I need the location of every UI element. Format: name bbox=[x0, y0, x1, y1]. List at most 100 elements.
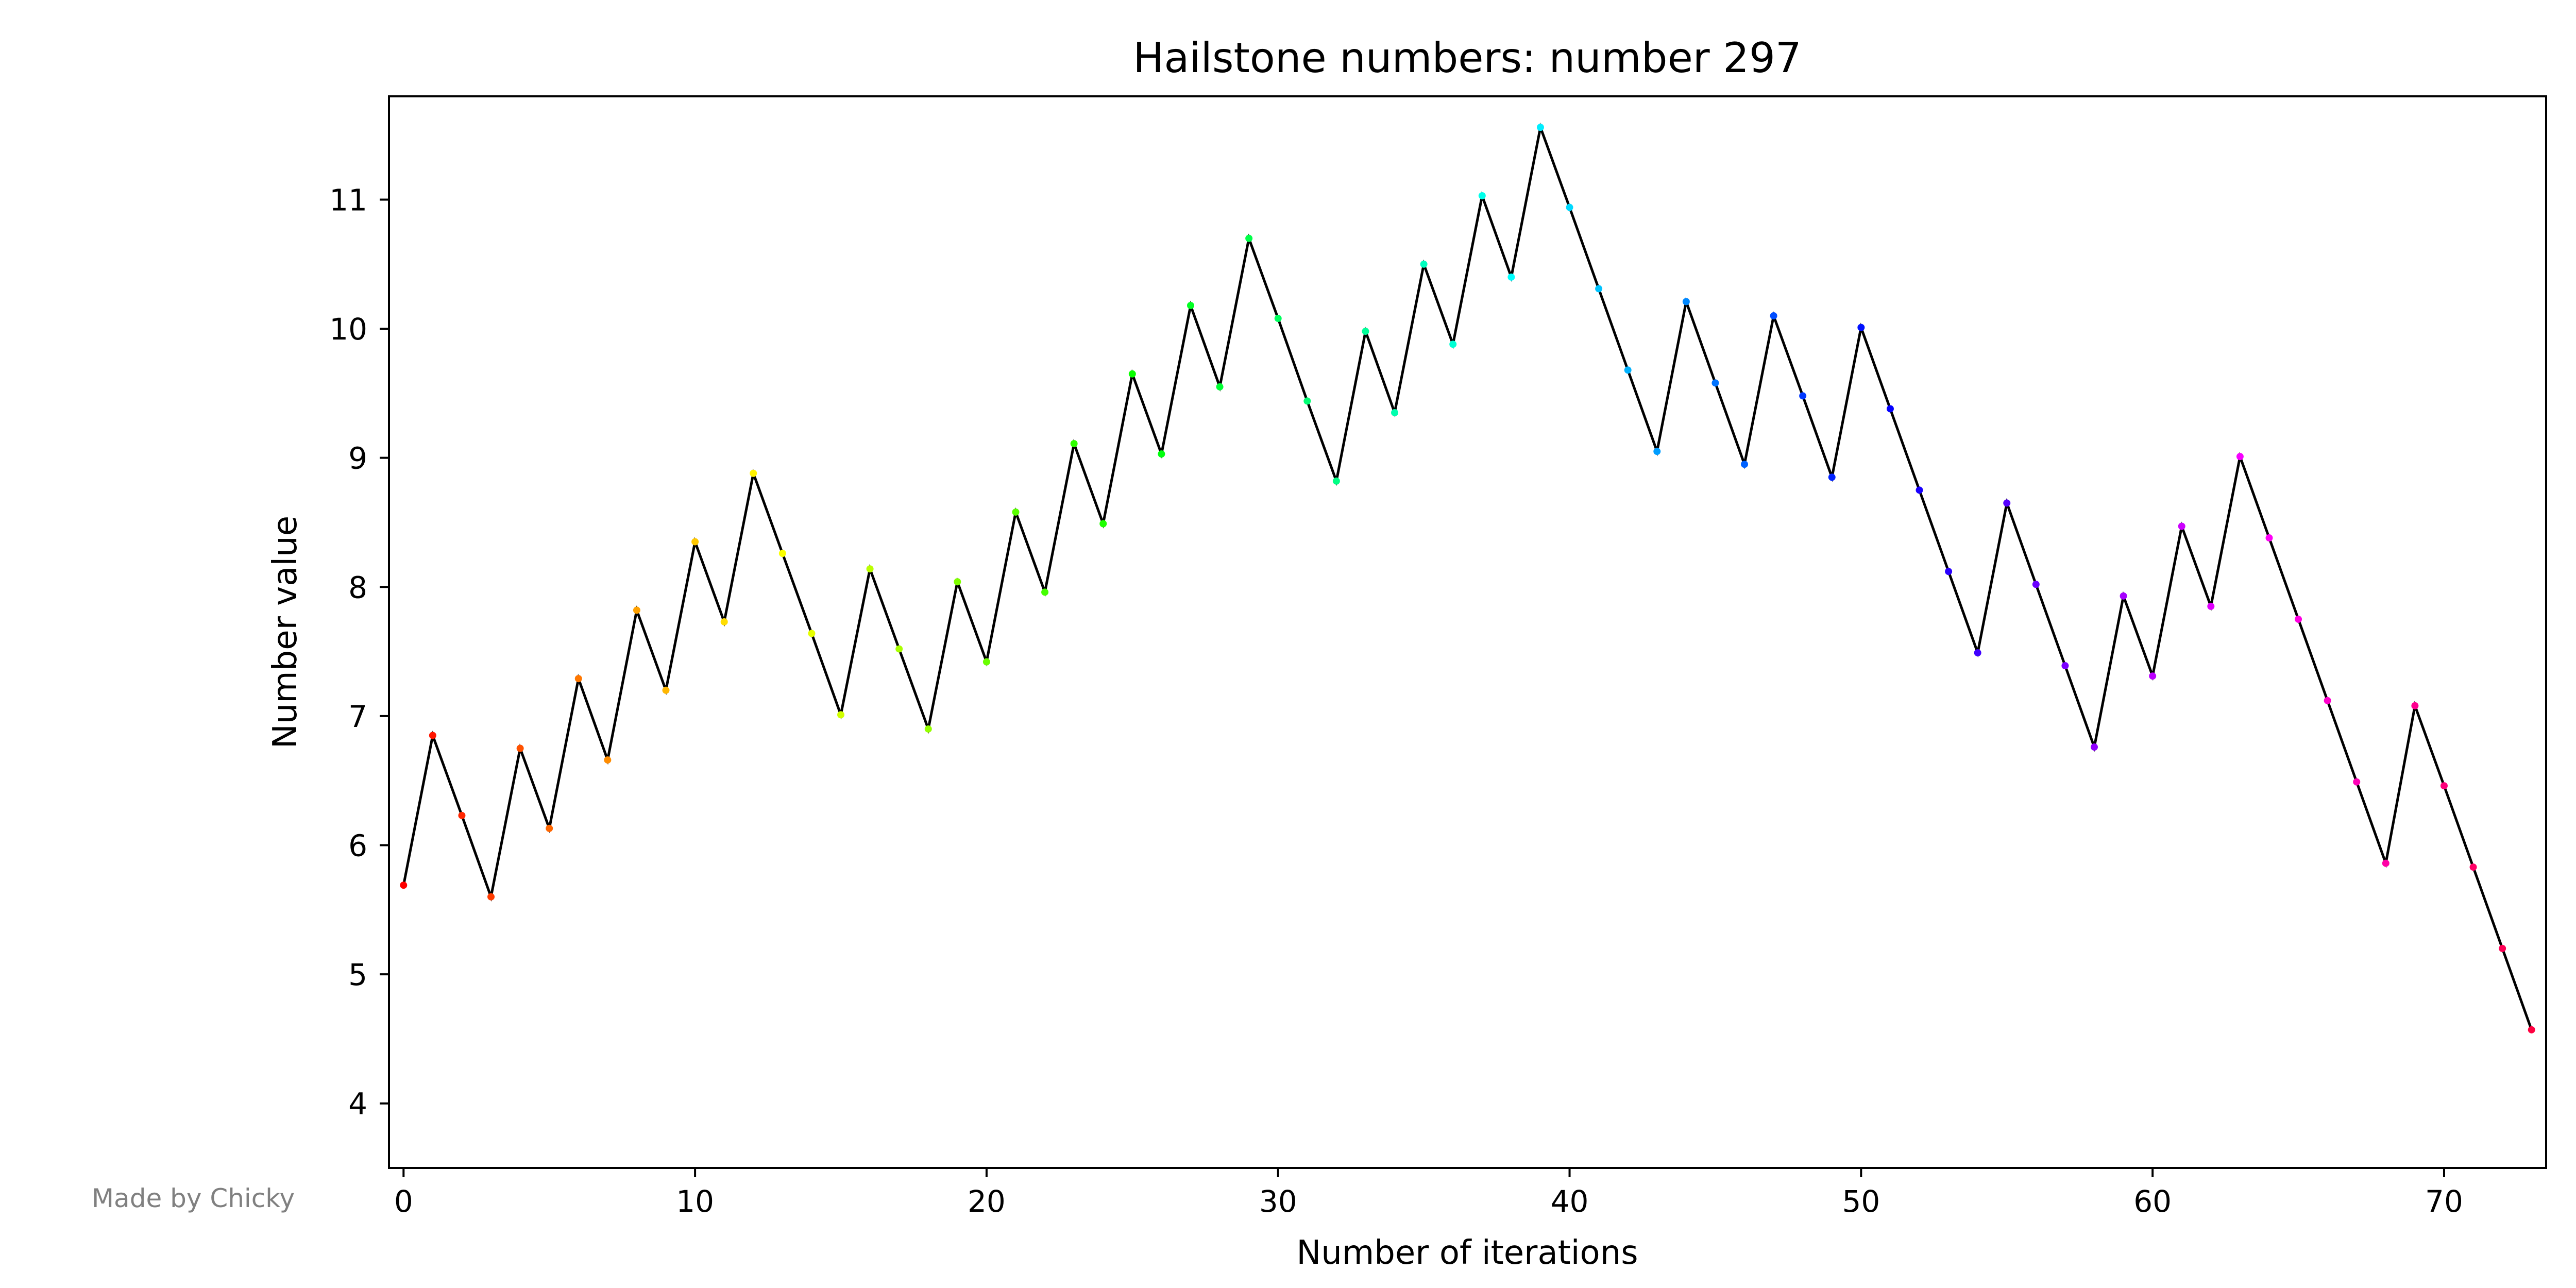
data-point bbox=[2265, 534, 2273, 542]
data-point bbox=[1391, 409, 1399, 416]
data-point bbox=[2499, 944, 2506, 952]
data-point bbox=[954, 578, 961, 586]
data-point bbox=[1012, 508, 1020, 516]
data-point bbox=[1566, 204, 1573, 211]
x-tick-label: 0 bbox=[394, 1184, 413, 1219]
data-point bbox=[1216, 383, 1224, 391]
data-point bbox=[1070, 440, 1078, 448]
data-point bbox=[2003, 499, 2011, 507]
data-point bbox=[2090, 743, 2098, 751]
data-point bbox=[2178, 522, 2185, 530]
data-point bbox=[2528, 1026, 2535, 1033]
data-point bbox=[458, 811, 466, 819]
data-point bbox=[1595, 285, 1603, 293]
data-point bbox=[516, 744, 524, 752]
data-point bbox=[1128, 370, 1136, 378]
y-axis-ticks: 4 5 6 7 8 9 10 11 bbox=[329, 182, 389, 1122]
data-point bbox=[1332, 477, 1340, 485]
x-tick-label: 10 bbox=[676, 1184, 714, 1219]
x-tick-label: 50 bbox=[1842, 1184, 1880, 1219]
data-point bbox=[1886, 405, 1894, 413]
data-point bbox=[2295, 615, 2302, 623]
data-point bbox=[1857, 324, 1865, 331]
data-point bbox=[2440, 782, 2448, 790]
y-tick-label: 4 bbox=[348, 1087, 367, 1122]
data-point bbox=[1770, 312, 1777, 320]
plot-area bbox=[388, 95, 2547, 1169]
data-point bbox=[2382, 859, 2389, 867]
data-point bbox=[1916, 486, 1923, 494]
data-point bbox=[1653, 448, 1661, 455]
data-point bbox=[2469, 863, 2477, 871]
data-point bbox=[982, 658, 990, 666]
data-point bbox=[1536, 124, 1544, 131]
x-tick-label: 40 bbox=[1551, 1184, 1589, 1219]
data-point bbox=[1799, 392, 1807, 400]
data-point bbox=[2032, 581, 2040, 588]
data-point bbox=[2324, 697, 2331, 704]
data-point bbox=[429, 732, 436, 739]
credit-text: Made by Chicky bbox=[92, 1183, 295, 1213]
data-point bbox=[1245, 234, 1253, 242]
data-point bbox=[1711, 379, 1719, 387]
data-point bbox=[837, 711, 845, 719]
data-point bbox=[1741, 461, 1749, 468]
data-point bbox=[1682, 298, 1690, 306]
x-axis-label: Number of iterations bbox=[1296, 1234, 1638, 1272]
x-tick-label: 20 bbox=[968, 1184, 1006, 1219]
data-point bbox=[604, 756, 612, 764]
y-tick-label: 11 bbox=[329, 182, 367, 217]
data-point bbox=[808, 630, 816, 637]
data-point bbox=[895, 645, 903, 653]
data-point bbox=[1041, 588, 1049, 596]
data-point bbox=[1624, 366, 1632, 374]
data-point bbox=[1362, 328, 1369, 335]
data-point bbox=[1478, 192, 1486, 199]
data-point bbox=[778, 550, 786, 557]
data-point bbox=[400, 882, 408, 889]
data-point bbox=[720, 618, 728, 625]
x-tick-label: 30 bbox=[1259, 1184, 1297, 1219]
data-point bbox=[2411, 702, 2419, 709]
chart-title: Hailstone numbers: number 297 bbox=[1133, 34, 1802, 82]
data-point bbox=[1945, 568, 1953, 575]
y-tick-label: 6 bbox=[348, 828, 367, 863]
data-point bbox=[1274, 315, 1282, 323]
data-point bbox=[2061, 662, 2069, 670]
data-points bbox=[400, 124, 2535, 1033]
data-point bbox=[2120, 592, 2127, 600]
data-point bbox=[487, 893, 495, 901]
data-point bbox=[1420, 260, 1428, 268]
y-axis-label: Number value bbox=[266, 516, 304, 749]
data-point bbox=[750, 469, 757, 477]
y-tick-label: 7 bbox=[348, 699, 367, 734]
data-point bbox=[1974, 649, 1981, 657]
data-point bbox=[574, 675, 582, 683]
data-point bbox=[691, 538, 699, 546]
data-point bbox=[1187, 301, 1194, 309]
data-point bbox=[662, 686, 670, 694]
data-point bbox=[1099, 520, 1107, 528]
x-tick-label: 60 bbox=[2133, 1184, 2172, 1219]
series-line bbox=[402, 122, 2533, 1030]
data-point bbox=[924, 725, 932, 733]
data-point bbox=[2236, 453, 2244, 461]
y-tick-label: 9 bbox=[348, 441, 367, 476]
y-tick-label: 5 bbox=[348, 957, 367, 992]
data-point bbox=[2353, 778, 2361, 786]
y-tick-label: 8 bbox=[348, 570, 367, 605]
data-point bbox=[1507, 273, 1515, 281]
data-point bbox=[546, 824, 553, 832]
data-point bbox=[866, 565, 874, 573]
data-point bbox=[2207, 602, 2215, 610]
data-point bbox=[1303, 397, 1311, 405]
y-tick-label: 10 bbox=[329, 312, 367, 347]
data-point bbox=[1158, 450, 1165, 458]
data-point bbox=[1828, 473, 1836, 481]
data-point bbox=[2149, 672, 2157, 680]
data-point bbox=[1449, 341, 1457, 348]
x-axis-ticks: 0 10 20 30 40 50 60 70 bbox=[394, 1168, 2463, 1219]
x-tick-label: 70 bbox=[2425, 1184, 2463, 1219]
data-point bbox=[633, 606, 640, 614]
